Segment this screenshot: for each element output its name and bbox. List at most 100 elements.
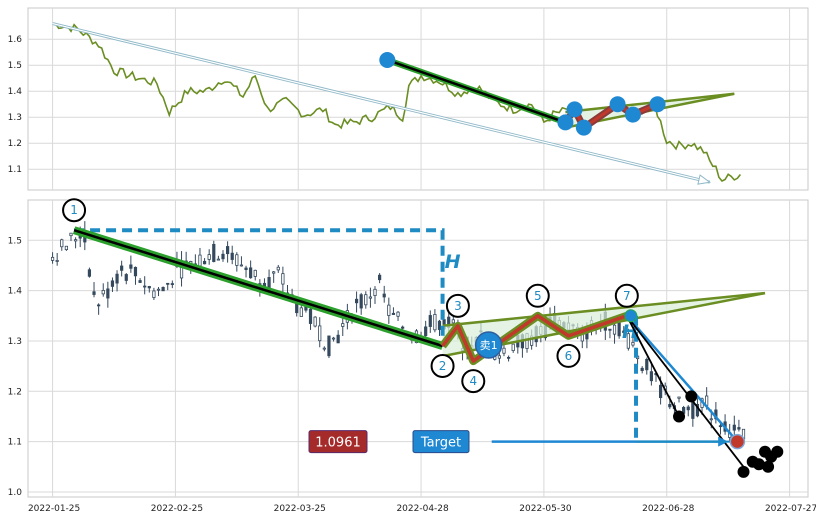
pattern-point-label: 7 xyxy=(623,289,631,303)
candle-body xyxy=(64,245,68,251)
candle-body xyxy=(106,288,110,299)
candle-body xyxy=(433,314,437,331)
candle-body xyxy=(55,260,59,262)
candle-body xyxy=(506,356,511,359)
candle-body xyxy=(401,326,405,329)
candle-body xyxy=(170,283,174,285)
sell-signal-marker xyxy=(474,331,503,359)
candle-body xyxy=(124,274,128,281)
candle-body xyxy=(658,384,663,399)
bottom-panel-ytick-label: 1.2 xyxy=(8,387,22,397)
candle-body xyxy=(120,265,124,271)
x-tick-label: 2022-07-27 xyxy=(765,504,816,514)
pattern-point-marker xyxy=(445,293,470,318)
candle-body xyxy=(143,285,147,288)
candle-body xyxy=(364,294,368,306)
candle-body xyxy=(396,311,400,317)
candle-body xyxy=(378,274,382,281)
top-panel-ytick-label: 1.3 xyxy=(8,113,22,123)
pattern-point-marker xyxy=(461,369,486,394)
candle-body xyxy=(691,400,695,419)
top-pattern-point xyxy=(609,96,626,113)
candle-body xyxy=(212,243,216,262)
candle-body xyxy=(718,425,723,428)
candle-body xyxy=(156,288,161,291)
candle-body xyxy=(152,290,156,298)
bottom-zigzag-line xyxy=(441,314,628,363)
candle-body xyxy=(97,304,101,307)
projection-black-dot xyxy=(752,458,765,471)
bottom-panel-ytick-label: 1.0 xyxy=(8,488,23,498)
top-panel-ytick-label: 1.1 xyxy=(8,165,22,175)
x-tick-label: 2022-04-28 xyxy=(396,504,449,514)
candle-body xyxy=(133,266,138,277)
candle-body xyxy=(73,239,78,242)
top-pattern-point xyxy=(575,119,592,136)
candle-body xyxy=(276,266,280,271)
candle-body xyxy=(631,342,635,346)
candle-body xyxy=(207,254,211,260)
candle-body xyxy=(451,319,455,324)
top-panel-ytick-label: 1.6 xyxy=(8,35,23,45)
candle-body xyxy=(235,254,239,266)
candle-body xyxy=(428,315,432,327)
sell-signal-label: 卖1 xyxy=(480,339,498,352)
candle-body xyxy=(166,282,170,285)
x-tick-label: 2022-03-25 xyxy=(274,504,326,514)
candle-body xyxy=(239,264,244,267)
top-trend-black-line xyxy=(386,58,566,124)
candle-body xyxy=(267,277,271,289)
top-trend-arrow-head xyxy=(697,174,711,185)
target-dot xyxy=(729,433,746,450)
top-panel: 1.1 1.2 1.3 1.4 1.5 1.6 xyxy=(8,7,809,191)
candle-body xyxy=(318,325,322,342)
candle-body xyxy=(147,286,151,289)
h-bracket-left xyxy=(74,228,445,346)
candle-body xyxy=(497,355,501,359)
candle-body xyxy=(313,316,317,327)
candle-body xyxy=(686,406,690,411)
candle-body xyxy=(161,286,165,292)
candle-body xyxy=(626,333,630,349)
candle-body xyxy=(612,324,617,335)
top-pattern-point xyxy=(566,101,583,118)
candle-body xyxy=(382,293,386,298)
candle-body xyxy=(322,347,326,350)
top-pattern-point xyxy=(649,96,666,113)
target-value-label: 1.0961 xyxy=(315,436,361,451)
projection-black-dot xyxy=(737,465,750,478)
top-panel-ytick-label: 1.4 xyxy=(8,87,23,97)
candle-body xyxy=(424,326,428,336)
projection-line xyxy=(625,314,739,443)
projection-black-dot xyxy=(771,445,784,458)
candle-body xyxy=(110,280,115,287)
pattern-point-marker xyxy=(525,283,550,308)
candle-body xyxy=(202,260,207,265)
candle-body xyxy=(331,337,336,340)
candle-body xyxy=(253,269,257,277)
target-value-box xyxy=(308,430,368,454)
projection-line xyxy=(626,315,680,417)
pattern-point-marker xyxy=(430,353,455,378)
candle-body xyxy=(115,273,119,284)
projection-black-dot xyxy=(762,460,775,473)
pattern-point-label: 5 xyxy=(534,289,542,303)
candle-body xyxy=(511,343,515,351)
breakout-point xyxy=(624,309,638,323)
h-label-left: H xyxy=(445,251,461,273)
candle-body xyxy=(87,269,92,277)
candle-body xyxy=(198,254,202,267)
pattern-point-label: 6 xyxy=(565,349,573,363)
candle-body xyxy=(92,291,96,295)
x-tick-label: 2022-01-25 xyxy=(28,504,80,514)
projection-black-dot xyxy=(673,410,686,423)
pattern-point-marker xyxy=(614,283,639,308)
top-panel-ytick-label: 1.5 xyxy=(8,61,22,71)
candle-body xyxy=(502,347,506,354)
candle-body xyxy=(608,328,612,331)
candle-body xyxy=(138,280,142,283)
pattern-point-label: 1 xyxy=(70,203,78,217)
candle-body xyxy=(649,371,653,382)
projection-black-dot xyxy=(685,390,698,403)
